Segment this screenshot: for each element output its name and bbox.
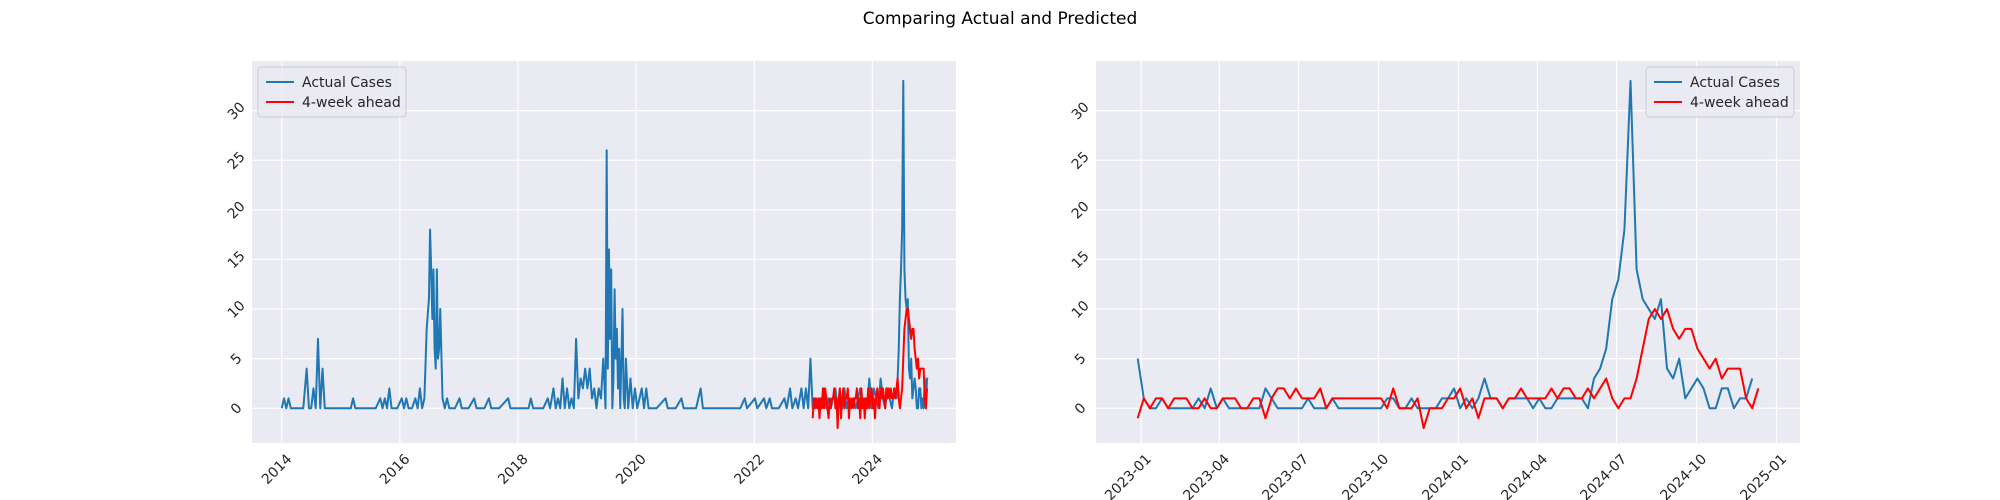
series-line-four-week-ahead [811, 308, 929, 430]
legend: Actual Cases 4-week ahead [1645, 66, 1795, 118]
legend-label: Actual Cases [1690, 75, 1780, 91]
figure-title: Comparing Actual and Predicted [863, 9, 1138, 29]
legend: Actual Cases 4-week ahead [257, 66, 407, 118]
legend-frame [1645, 66, 1795, 118]
plot-area [1096, 61, 1800, 443]
legend-frame [257, 66, 407, 118]
series-line-actual-cases [280, 79, 929, 410]
series-line-four-week-ahead [1136, 308, 1760, 430]
legend-label: 4-week ahead [1690, 95, 1789, 111]
legend-label: Actual Cases [302, 75, 392, 91]
legend-label: 4-week ahead [302, 95, 401, 111]
